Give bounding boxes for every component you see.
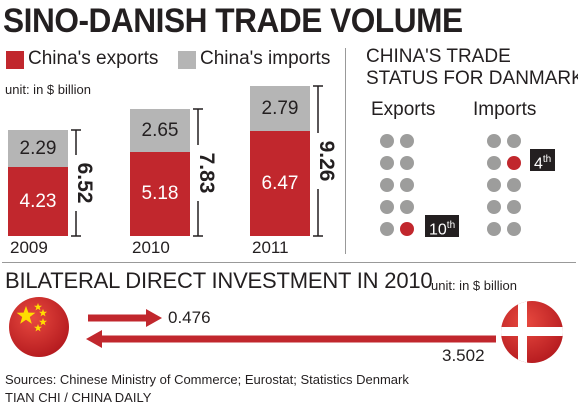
bar-label-imports-2010: 2.65: [141, 119, 179, 141]
exports-rank-suffix: th: [446, 220, 456, 231]
imports-rank-dot: [507, 200, 521, 214]
exports-rank-heading: Exports: [371, 99, 436, 120]
arrow-china-to-denmark: [88, 309, 162, 327]
year-label-2009: 2009: [10, 238, 48, 257]
imports-rank-tag: 4th: [530, 149, 556, 173]
bar-exports-2009: [8, 167, 68, 236]
imports-rank-number: 4: [534, 155, 543, 173]
legend-swatch-exports: [6, 51, 24, 69]
sources-note: Sources: Chinese Ministry of Commerce; E…: [5, 372, 409, 387]
exports-rank-dot: [380, 134, 394, 148]
imports-rank-dot: [487, 178, 501, 192]
legend-swatch-imports: [178, 51, 196, 69]
imports-rank-dot: [487, 200, 501, 214]
arrow-denmark-to-china: [86, 330, 496, 348]
bar-exports-2011: [250, 131, 310, 236]
imports-rank-dot: [487, 134, 501, 148]
bar-exports-2010: [130, 152, 190, 236]
trade-unit-label: unit: in $ billion: [5, 82, 91, 97]
legend-label-imports: China's imports: [200, 48, 331, 69]
exports-rank-dot: [380, 178, 394, 192]
imports-rank-dot: [507, 178, 521, 192]
imports-rank-heading: Imports: [473, 99, 537, 120]
bar-label-imports-2011: 2.79: [261, 97, 299, 119]
bar-label-exports-2009: 4.23: [19, 190, 57, 212]
legend-label-exports: China's exports: [28, 48, 159, 69]
exports-rank-dot: [380, 222, 394, 236]
bar-label-exports-2010: 5.18: [141, 183, 179, 204]
denmark-flag-icon: [500, 300, 564, 364]
denmark-to-china-value: 3.502: [442, 346, 485, 365]
exports-rank-dot-highlight: [400, 222, 414, 236]
status-title-line2: STATUS FOR DANMARK: [366, 68, 578, 89]
exports-rank-number: 10: [429, 221, 447, 239]
credit-note: TIAN CHI / CHINA DAILY: [5, 390, 152, 405]
imports-rank-dot: [487, 222, 501, 236]
investment-unit-label: unit: in $ billion: [431, 278, 517, 293]
exports-rank-dot: [400, 156, 414, 170]
bar-imports-2010: [130, 109, 190, 152]
status-title-line1: CHINA'S TRADE: [366, 46, 511, 67]
imports-rank-suffix: th: [542, 154, 552, 165]
year-label-2010: 2010: [132, 238, 170, 257]
imports-rank-dot: [507, 222, 521, 236]
bar-imports-2009: [8, 130, 68, 167]
exports-rank-dot: [380, 156, 394, 170]
vertical-divider: [345, 48, 346, 254]
bar-label-imports-2009: 2.29: [19, 137, 57, 159]
china-flag-icon: [8, 296, 70, 358]
horizontal-divider: [2, 262, 576, 263]
chart-title: SINO-DANISH TRADE VOLUME: [3, 2, 463, 40]
year-label-2011: 2011: [252, 238, 289, 257]
exports-rank-dot: [380, 200, 394, 214]
exports-rank-dot: [400, 200, 414, 214]
bar-imports-2011: [250, 86, 310, 131]
imports-rank-dot-highlight: [507, 156, 521, 170]
imports-rank-dot: [487, 156, 501, 170]
imports-rank-dot: [507, 134, 521, 148]
exports-rank-tag: 10th: [425, 215, 460, 239]
bar-label-exports-2011: 6.47: [261, 172, 299, 194]
china-to-denmark-value: 0.476: [168, 308, 211, 327]
investment-title: BILATERAL DIRECT INVESTMENT IN 2010: [5, 268, 433, 293]
exports-rank-dot: [400, 134, 414, 148]
exports-rank-dot: [400, 178, 414, 192]
